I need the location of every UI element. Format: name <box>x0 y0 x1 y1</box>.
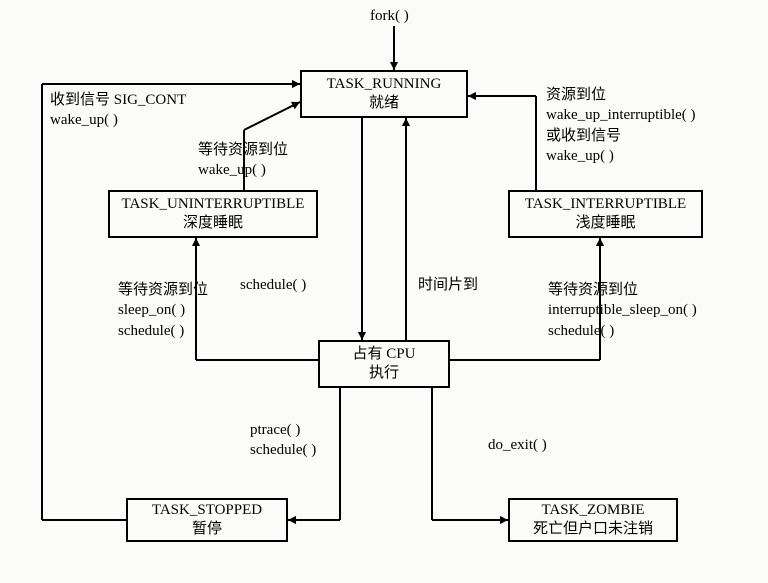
node-sub: 浅度睡眠 <box>575 214 635 233</box>
node-task-running: TASK_RUNNING 就绪 <box>300 70 468 118</box>
node-cpu-executing: 占有 CPU 执行 <box>318 340 450 388</box>
node-sub: 暂停 <box>192 520 222 539</box>
label-schedule-mid: schedule( ) <box>240 275 306 295</box>
label-ptrace: ptrace( ) schedule( ) <box>250 420 316 461</box>
node-title: TASK_ZOMBIE <box>542 501 645 520</box>
label-sleep-intr: 等待资源到位 interruptible_sleep_on( ) schedul… <box>548 280 697 341</box>
node-sub: 深度睡眠 <box>183 214 243 233</box>
label-sigcont: 收到信号 SIG_CONT wake_up( ) <box>50 90 186 131</box>
node-sub: 执行 <box>369 364 399 383</box>
node-task-zombie: TASK_ZOMBIE 死亡但户口未注销 <box>508 498 678 542</box>
node-sub: 就绪 <box>369 94 399 113</box>
node-title: TASK_RUNNING <box>327 75 442 94</box>
node-title: TASK_UNINTERRUPTIBLE <box>122 195 305 214</box>
node-task-interruptible: TASK_INTERRUPTIBLE 浅度睡眠 <box>508 190 703 238</box>
node-title: 占有 CPU <box>353 345 416 364</box>
node-title: TASK_INTERRUPTIBLE <box>525 195 686 214</box>
label-doexit: do_exit( ) <box>488 435 547 455</box>
node-task-stopped: TASK_STOPPED 暂停 <box>126 498 288 542</box>
node-task-uninterruptible: TASK_UNINTERRUPTIBLE 深度睡眠 <box>108 190 318 238</box>
label-wakeup-unint: 等待资源到位 wake_up( ) <box>198 140 288 181</box>
node-sub: 死亡但户口未注销 <box>533 520 653 539</box>
label-wakeup-intr: 资源到位 wake_up_interruptible( ) 或收到信号 wake… <box>546 85 696 166</box>
label-sleep-unint: 等待资源到位 sleep_on( ) schedule( ) <box>118 280 208 341</box>
node-title: TASK_STOPPED <box>152 501 262 520</box>
fork-label: fork( ) <box>370 6 409 26</box>
label-timeslice: 时间片到 <box>418 275 478 295</box>
state-diagram: fork( ) TASK_RUNNING 就绪 TASK_UNINTERRUPT… <box>0 0 768 583</box>
